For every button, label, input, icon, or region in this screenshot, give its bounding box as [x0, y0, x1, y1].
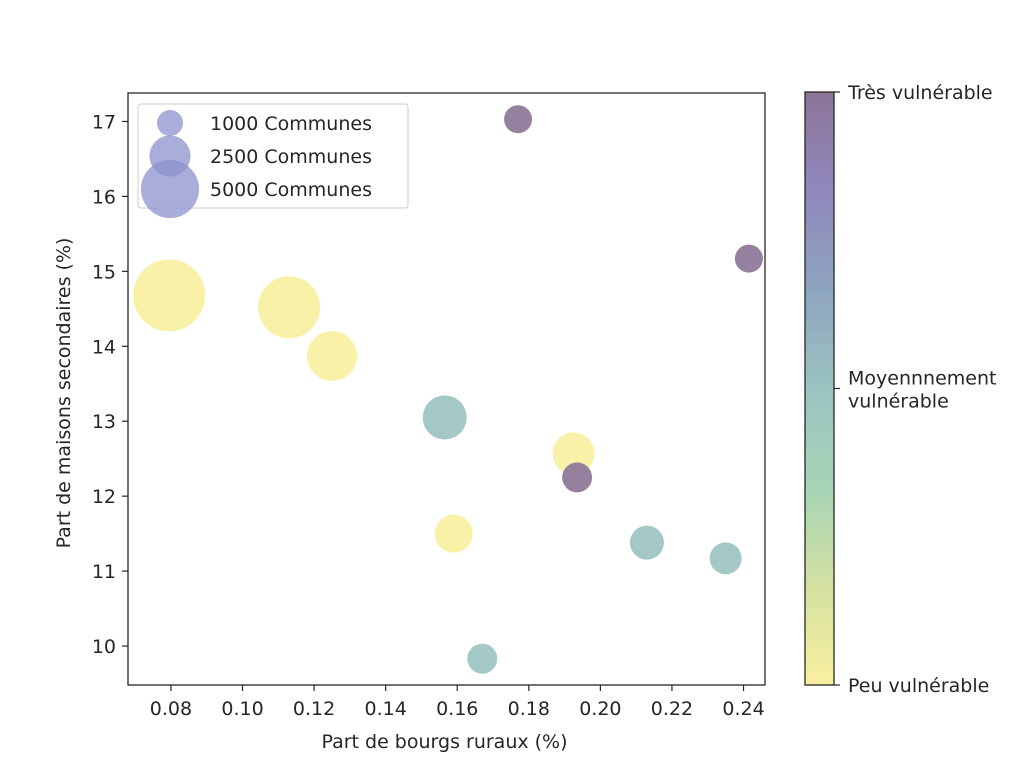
x-tick-label: 0.22 — [651, 698, 693, 720]
x-tick-label: 0.18 — [508, 698, 550, 720]
x-tick-label: 0.08 — [150, 698, 192, 720]
legend-marker — [157, 110, 183, 136]
x-axis: 0.08 0.10 0.12 0.14 0.16 0.18 0.20 0.22 0.24 — [150, 685, 765, 720]
colorbar-tick-label: Peu vulnérable — [848, 675, 989, 697]
y-tick-label: 17 — [92, 111, 116, 133]
legend-marker — [140, 159, 200, 219]
data-point — [434, 514, 473, 553]
x-tick-label: 0.14 — [365, 698, 407, 720]
y-tick-label: 11 — [92, 561, 116, 583]
data-point — [306, 331, 357, 382]
colorbar-tick-label: Moyennnement vulnérable — [848, 368, 996, 413]
x-tick-label: 0.12 — [293, 698, 335, 720]
colorbar-tick-label: Très vulnérable — [847, 82, 993, 104]
data-point — [552, 432, 595, 475]
x-tick-label: 0.16 — [436, 698, 478, 720]
y-tick-label: 12 — [92, 486, 116, 508]
x-tick-label: 0.24 — [722, 698, 764, 720]
plot-frame — [127, 92, 766, 686]
data-point — [734, 244, 763, 273]
legend-label: 2500 Communes — [210, 146, 372, 168]
y-axis-label: Part de maisons secondaires (%) — [53, 238, 75, 549]
legend-box — [137, 103, 409, 209]
data-point — [133, 259, 206, 332]
x-tick-label: 0.20 — [579, 698, 621, 720]
data-point — [422, 395, 467, 440]
y-axis: 10 11 12 13 14 15 16 17 — [92, 111, 128, 658]
x-tick-label: 0.10 — [221, 698, 263, 720]
data-point — [258, 276, 321, 339]
y-tick-label: 10 — [92, 636, 116, 658]
y-tick-label: 13 — [92, 411, 116, 433]
data-point — [629, 525, 664, 560]
legend-label: 1000 Communes — [210, 113, 372, 135]
data-point — [562, 462, 593, 493]
colorbar-gradient — [804, 91, 835, 686]
legend-label: 5000 Communes — [210, 179, 372, 201]
y-tick-label: 16 — [92, 186, 116, 208]
size-legend: 1000 Communes 2500 Communes 5000 Communes — [137, 103, 409, 219]
data-point — [709, 542, 742, 575]
y-tick-label: 14 — [92, 336, 116, 358]
data-point — [504, 105, 533, 134]
data-point — [467, 643, 498, 674]
colorbar: Peu vulnérable Moyennnement vulnérable Trè… — [804, 82, 996, 697]
points-layer — [133, 105, 763, 674]
y-tick-label: 15 — [92, 261, 116, 283]
x-axis-label: Part de bourgs ruraux (%) — [321, 731, 567, 753]
